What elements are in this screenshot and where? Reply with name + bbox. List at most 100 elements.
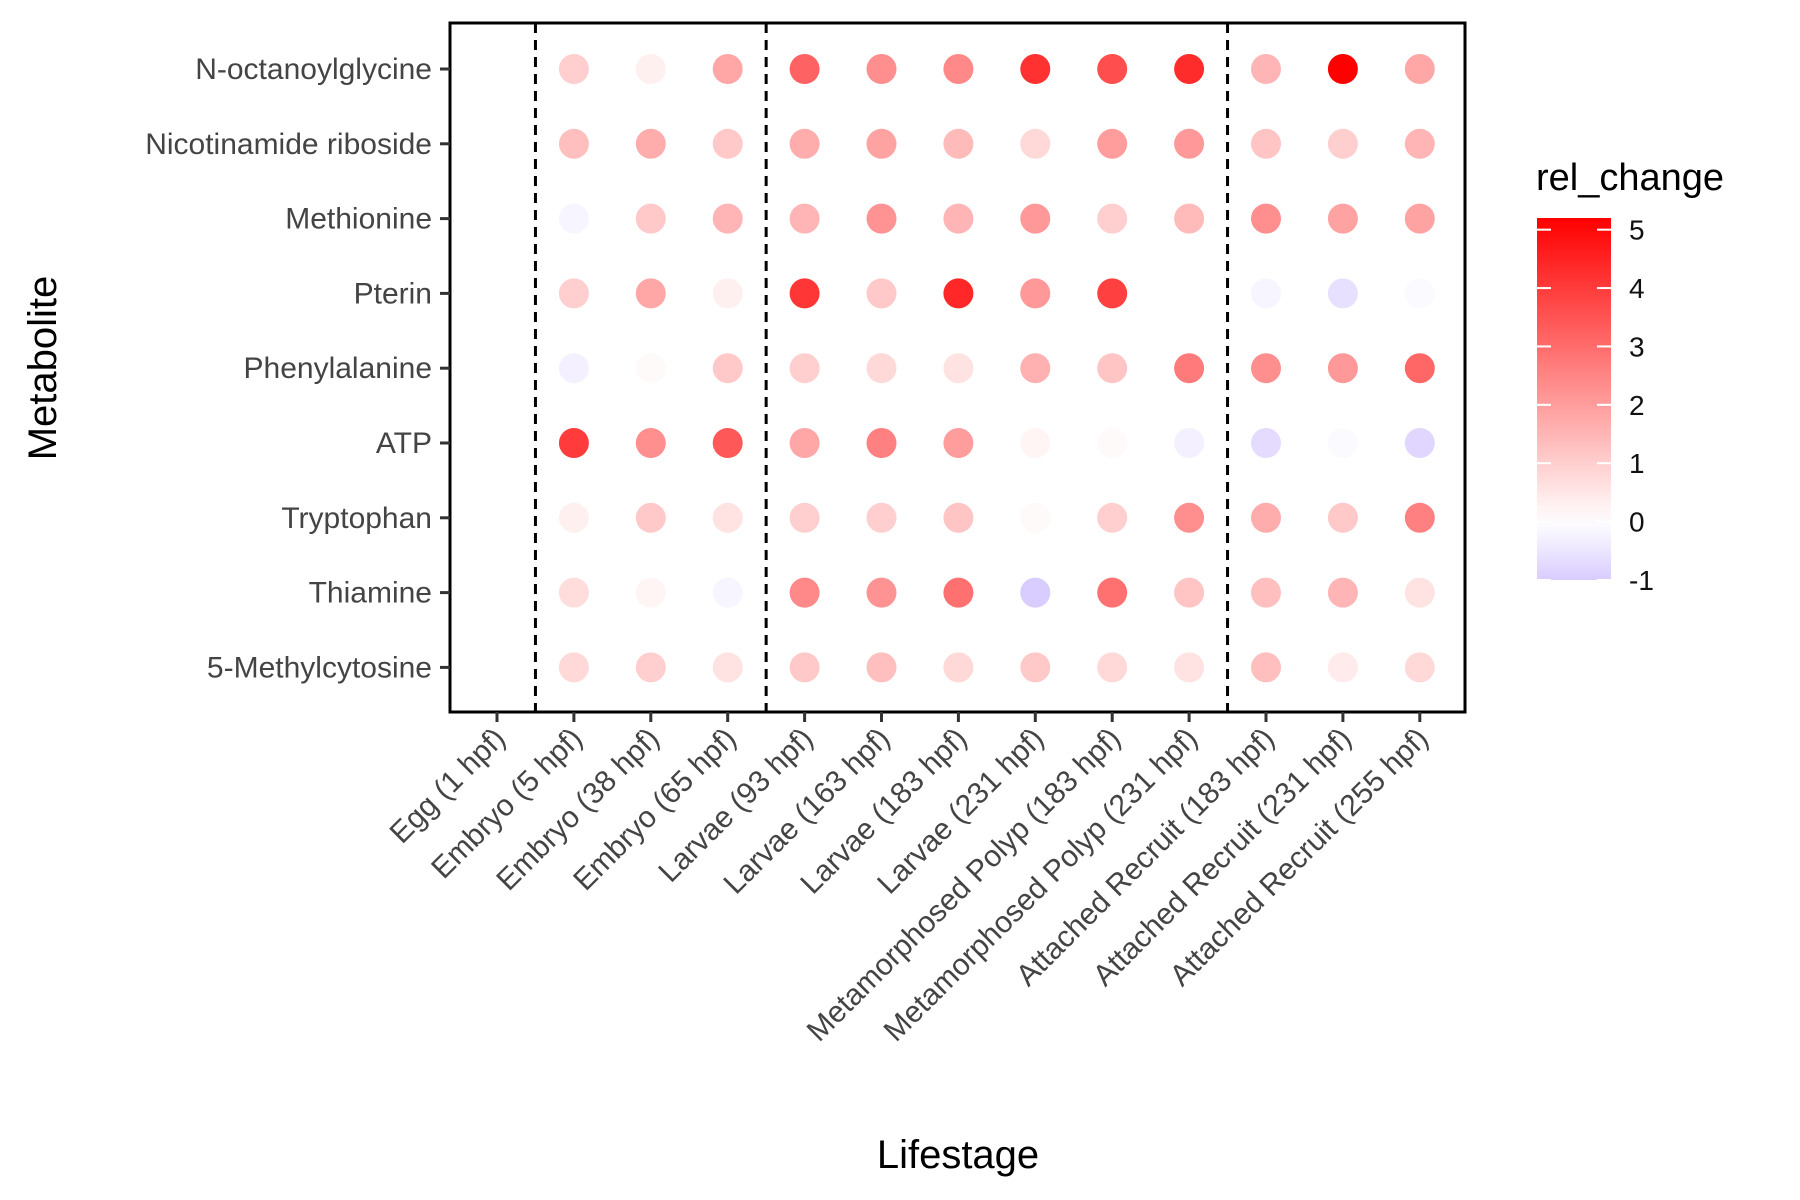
data-point [1404, 353, 1435, 384]
data-point [558, 353, 589, 384]
data-point [558, 278, 589, 309]
data-point [1020, 353, 1051, 384]
y-axis-ticks: N-octanoylglycine Nicotinamide riboside Me… [145, 53, 450, 684]
data-point [1097, 203, 1128, 234]
data-point [1020, 502, 1051, 533]
data-point [1327, 278, 1358, 309]
data-point [1174, 353, 1205, 384]
y-axis-title: Metabolite [21, 276, 65, 461]
data-point [1251, 577, 1281, 608]
data-point [1404, 577, 1435, 608]
data-point [712, 428, 743, 458]
data-point [712, 203, 743, 234]
data-point [712, 353, 743, 384]
y-tick-label: 5-Methylcytosine [207, 651, 432, 684]
y-tick-label: Thiamine [309, 577, 432, 610]
data-point [1404, 128, 1435, 159]
data-point [1097, 54, 1128, 84]
data-point [943, 577, 974, 608]
data-point [1174, 428, 1205, 458]
data-point [866, 128, 897, 159]
data-point [1174, 652, 1205, 683]
x-axis-ticks: Egg (1 hpf)Embryo (5 hpf)Embryo (38 hpf)… [384, 712, 1435, 1048]
data-point [1404, 203, 1435, 234]
data-point [1097, 278, 1128, 309]
data-point [789, 428, 820, 458]
data-point [1097, 577, 1128, 608]
data-point [1251, 428, 1281, 458]
legend-ticks: 5 4 3 2 1 0 -1 [1537, 215, 1654, 596]
data-point [1174, 577, 1205, 608]
data-point [558, 428, 589, 458]
data-point [1020, 203, 1051, 234]
data-point [1251, 128, 1281, 159]
y-tick-label: ATP [376, 427, 432, 460]
legend-colorbar [1537, 218, 1611, 580]
data-point [1020, 278, 1051, 309]
data-point [1251, 54, 1281, 84]
x-axis-title: Lifestage [877, 1133, 1039, 1177]
data-point [1251, 278, 1281, 309]
data-point [1327, 128, 1358, 159]
data-point [712, 128, 743, 159]
legend-tick-label: -1 [1629, 565, 1654, 596]
data-point [1327, 502, 1358, 533]
data-point [1327, 54, 1358, 84]
data-point [943, 652, 974, 683]
data-point [789, 128, 820, 159]
data-point [1404, 278, 1435, 309]
data-point [712, 54, 743, 84]
data-point [789, 502, 820, 533]
data-point [1404, 652, 1435, 683]
legend-tick-label: 2 [1629, 390, 1645, 421]
data-point [1251, 203, 1281, 234]
data-point [635, 502, 666, 533]
data-point [866, 652, 897, 683]
data-point [943, 54, 974, 84]
data-point [1251, 353, 1281, 384]
data-point [635, 577, 666, 608]
data-point [866, 502, 897, 533]
data-point [1404, 54, 1435, 84]
data-point [943, 353, 974, 384]
data-point [635, 278, 666, 309]
y-tick-label: Phenylalanine [244, 352, 432, 385]
data-point [558, 203, 589, 234]
data-point [635, 353, 666, 384]
data-point [866, 577, 897, 608]
data-point [635, 203, 666, 234]
data-point [789, 353, 820, 384]
legend-tick-label: 1 [1629, 448, 1645, 479]
data-point [789, 54, 820, 84]
data-point [712, 577, 743, 608]
data-point [635, 128, 666, 159]
data-point [789, 577, 820, 608]
data-point [1020, 652, 1051, 683]
data-point [1097, 502, 1128, 533]
data-point [943, 428, 974, 458]
data-point [866, 353, 897, 384]
data-point [943, 502, 974, 533]
data-point [866, 203, 897, 234]
data-point [712, 278, 743, 309]
data-point [943, 128, 974, 159]
y-tick-label: Nicotinamide riboside [145, 128, 432, 161]
legend-tick-label: 3 [1629, 331, 1645, 362]
data-point [866, 54, 897, 84]
data-point [943, 278, 974, 309]
data-point [1097, 652, 1128, 683]
legend-title: rel_change [1536, 157, 1724, 199]
data-point [1174, 203, 1205, 234]
data-point [635, 652, 666, 683]
y-tick-label: Methionine [285, 203, 432, 236]
data-point [1020, 577, 1051, 608]
data-point [866, 428, 897, 458]
data-point [1174, 502, 1205, 533]
data-point [635, 428, 666, 458]
data-point [712, 502, 743, 533]
data-point [866, 278, 897, 309]
data-point [558, 577, 589, 608]
data-point [1404, 428, 1435, 458]
